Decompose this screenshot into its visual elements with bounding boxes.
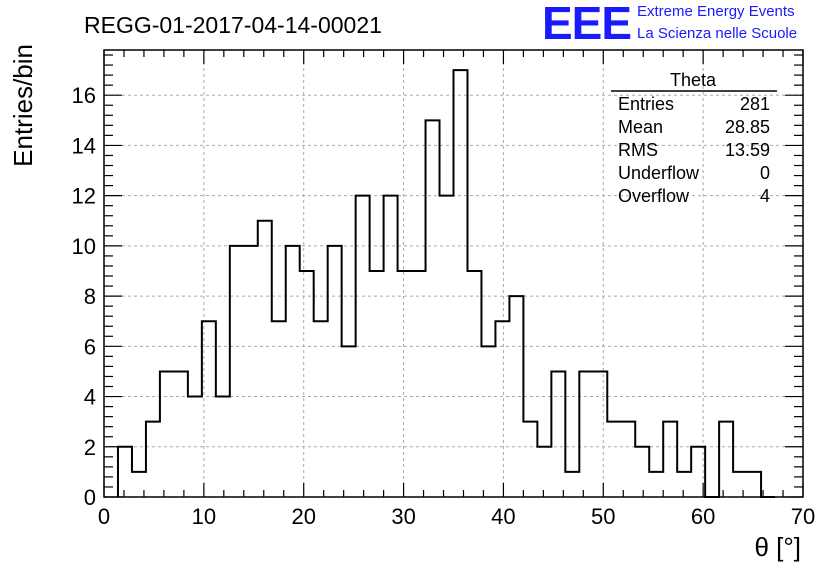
histogram-bin	[160, 371, 174, 497]
histogram-bin	[244, 246, 258, 497]
histogram-bin	[398, 271, 412, 497]
histogram-bin	[412, 271, 426, 497]
histogram-bin	[300, 271, 314, 497]
histogram-bin	[258, 221, 272, 497]
stats-label: Overflow	[618, 186, 690, 206]
x-tick-label: 0	[98, 504, 110, 529]
histogram-bin	[454, 70, 468, 497]
histogram-bin	[495, 321, 509, 497]
histogram-series	[116, 69, 776, 498]
y-tick-label: 14	[72, 133, 96, 158]
x-tick-label: 70	[791, 504, 815, 529]
y-tick-label: 4	[84, 385, 96, 410]
x-axis-label: θ [°]	[754, 532, 801, 562]
plot-frame	[103, 49, 804, 498]
histogram-bin	[509, 296, 523, 497]
plot-border	[103, 49, 804, 498]
histogram-bin	[677, 472, 691, 497]
histogram-bin	[426, 120, 440, 497]
stats-label: Underflow	[618, 163, 700, 183]
y-tick-label: 10	[72, 234, 96, 259]
stats-label: RMS	[618, 140, 658, 160]
eee-logo: EEE	[542, 0, 632, 49]
y-tick-label: 16	[72, 83, 96, 108]
stats-box: Theta Entries 281 Mean 28.85 RMS 13.59 Underfl…	[611, 70, 777, 206]
histogram-bin	[216, 397, 230, 497]
x-tick-label: 40	[491, 504, 515, 529]
histogram-bin	[286, 246, 300, 497]
histogram-bin	[467, 271, 481, 497]
histogram-bin	[719, 422, 733, 497]
stats-value: 4	[760, 186, 770, 206]
histogram-bin	[384, 196, 398, 497]
stats-value: 28.85	[725, 117, 770, 137]
stats-label: Mean	[618, 117, 663, 137]
histogram-bin	[635, 447, 649, 497]
histogram-bin	[537, 447, 551, 497]
histogram-bin	[663, 422, 677, 497]
y-tick-label: 6	[84, 334, 96, 359]
histogram-outline	[116, 69, 776, 498]
histogram-bin	[607, 422, 621, 497]
x-tick-label: 60	[691, 504, 715, 529]
histogram-bin	[328, 246, 342, 497]
histogram-bin	[523, 422, 537, 497]
x-tick-label: 20	[291, 504, 315, 529]
histogram-bin	[314, 321, 328, 497]
stats-value: 281	[740, 94, 770, 114]
stats-value: 0	[760, 163, 770, 183]
stats-value: 13.59	[725, 140, 770, 160]
histogram-bin	[621, 422, 635, 497]
x-tick-label: 30	[391, 504, 415, 529]
stats-label: Entries	[618, 94, 674, 114]
logo-line-2: La Scienza nelle Scuole	[637, 25, 798, 42]
histogram-bin	[579, 371, 593, 497]
axis-ticks	[103, 50, 804, 498]
histogram-bin	[551, 371, 565, 497]
logo-line-1: Extreme Energy Events	[637, 3, 795, 20]
y-tick-label: 2	[84, 435, 96, 460]
y-tick-label: 0	[84, 485, 96, 510]
histogram-bin	[118, 447, 132, 497]
histogram-bin	[230, 246, 244, 497]
chart-title: REGG-01-2017-04-14-00021	[84, 12, 382, 38]
histogram-bin	[370, 271, 384, 497]
y-tick-label: 8	[84, 284, 96, 309]
histogram-bin	[565, 472, 579, 497]
histogram-bin	[272, 321, 286, 497]
x-tick-label: 10	[192, 504, 216, 529]
histogram-bin	[481, 346, 495, 497]
histogram-bin	[342, 346, 356, 497]
histogram-bin	[649, 472, 663, 497]
histogram-bin	[593, 371, 607, 497]
x-tick-label: 50	[591, 504, 615, 529]
histogram-bin	[174, 371, 188, 497]
stats-title: Theta	[670, 70, 717, 90]
y-tick-label: 12	[72, 184, 96, 209]
histogram-bin	[733, 472, 747, 497]
histogram-bin	[747, 472, 761, 497]
y-axis-label: Entries/bin	[8, 44, 38, 167]
histogram-bin	[146, 422, 160, 497]
